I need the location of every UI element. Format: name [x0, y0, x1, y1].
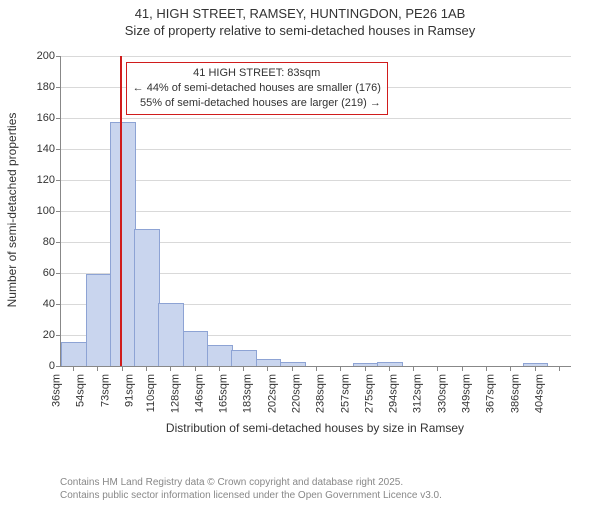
gridline [61, 149, 571, 150]
histogram-bar [231, 350, 257, 367]
annotation-box: 41 HIGH STREET: 83sqm← 44% of semi-detac… [126, 62, 388, 115]
x-tick [195, 366, 196, 371]
histogram-bar [86, 274, 112, 366]
attribution-footer: Contains HM Land Registry data © Crown c… [60, 476, 442, 502]
x-tick [292, 366, 293, 371]
y-tick-label: 160 [37, 112, 61, 124]
annotation-line: 41 HIGH STREET: 83sqm [133, 66, 381, 81]
x-tick-label: 165sqm [218, 374, 230, 413]
x-tick [389, 366, 390, 371]
y-tick-label: 200 [37, 50, 61, 62]
x-tick [559, 366, 560, 371]
y-tick-label: 120 [37, 174, 61, 186]
chart-title-main: 41, HIGH STREET, RAMSEY, HUNTINGDON, PE2… [0, 6, 600, 21]
x-tick [340, 366, 341, 371]
histogram-bar [134, 229, 160, 366]
x-tick-label: 238sqm [315, 374, 327, 413]
x-tick [73, 366, 74, 371]
x-tick [365, 366, 366, 371]
histogram-bar [256, 359, 282, 366]
x-tick-label: 110sqm [145, 374, 157, 412]
x-tick-label: 367sqm [485, 374, 497, 413]
x-tick-label: 73sqm [99, 374, 111, 407]
reference-line [120, 56, 122, 366]
gridline [61, 56, 571, 57]
chart-container: 0 20 40 60 80 100 120 140 160 180 200 36sqm 54sqm 73s… [0, 48, 600, 443]
y-tick-label: 180 [37, 81, 61, 93]
x-tick [267, 366, 268, 371]
histogram-bar [61, 342, 87, 366]
footer-line: Contains public sector information licen… [60, 489, 442, 502]
x-tick-label: 202sqm [266, 374, 278, 413]
y-tick-label: 80 [43, 236, 61, 248]
histogram-bar [377, 362, 403, 366]
x-tick-label: 128sqm [169, 374, 181, 413]
gridline [61, 211, 571, 212]
x-tick-label: 36sqm [51, 374, 63, 407]
x-tick-label: 330sqm [436, 374, 448, 413]
x-tick-label: 275sqm [363, 374, 375, 413]
histogram-bar [207, 345, 233, 366]
y-tick-label: 20 [43, 329, 61, 341]
x-tick [486, 366, 487, 371]
y-tick-label: 40 [43, 298, 61, 310]
annotation-line: 55% of semi-detached houses are larger (… [133, 96, 381, 111]
x-tick-label: 91sqm [123, 374, 135, 407]
x-tick-label: 404sqm [533, 374, 545, 413]
x-tick-label: 294sqm [388, 374, 400, 413]
x-axis-label: Distribution of semi-detached houses by … [60, 421, 570, 435]
footer-line: Contains HM Land Registry data © Crown c… [60, 476, 442, 489]
x-tick-label: 312sqm [412, 374, 424, 413]
y-tick-label: 0 [49, 360, 61, 372]
y-axis-label: Number of semi-detached properties [5, 110, 19, 310]
x-tick [146, 366, 147, 371]
x-tick-label: 54sqm [75, 374, 87, 407]
plot-area: 02040608010012014016018020036sqm54sqm73s… [60, 56, 571, 367]
x-tick-label: 386sqm [509, 374, 521, 413]
x-tick [316, 366, 317, 371]
histogram-bar [158, 303, 184, 366]
x-tick-label: 183sqm [242, 374, 254, 413]
x-tick [243, 366, 244, 371]
histogram-bar [110, 122, 136, 366]
gridline [61, 180, 571, 181]
gridline [61, 118, 571, 119]
x-tick-label: 220sqm [290, 374, 302, 413]
y-tick-label: 100 [37, 205, 61, 217]
x-tick-label: 349sqm [460, 374, 472, 413]
x-tick-label: 257sqm [339, 374, 351, 413]
x-tick [413, 366, 414, 371]
histogram-bar [183, 331, 209, 366]
x-tick [97, 366, 98, 371]
x-tick [510, 366, 511, 371]
x-tick [170, 366, 171, 371]
x-tick [437, 366, 438, 371]
x-tick [535, 366, 536, 371]
x-tick [462, 366, 463, 371]
x-tick [219, 366, 220, 371]
y-tick-label: 60 [43, 267, 61, 279]
x-tick-label: 146sqm [193, 374, 205, 413]
histogram-bar [280, 362, 306, 366]
y-tick-label: 140 [37, 143, 61, 155]
annotation-line: ← 44% of semi-detached houses are smalle… [133, 81, 381, 96]
chart-title-sub: Size of property relative to semi-detach… [0, 23, 600, 38]
x-tick [122, 366, 123, 371]
